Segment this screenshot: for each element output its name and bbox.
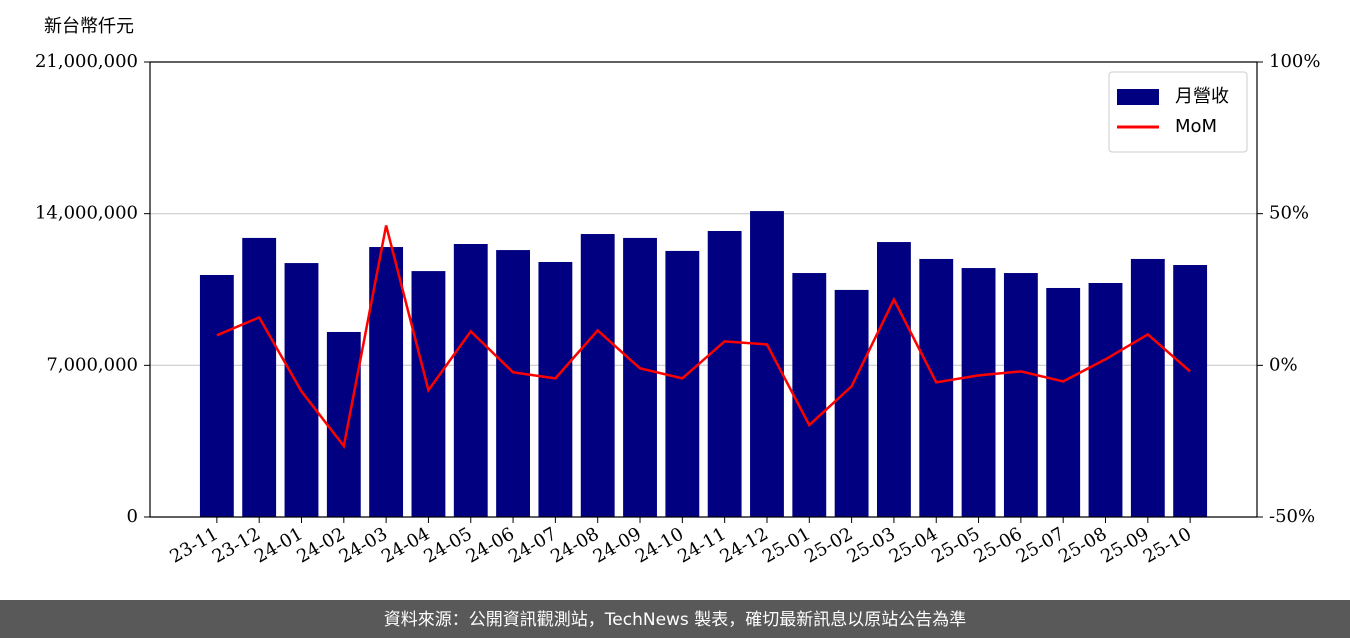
bar — [919, 258, 954, 517]
legend-label: MoM — [1175, 116, 1217, 137]
y2-tick-label: 100% — [1269, 51, 1320, 72]
y-tick-label: 21,000,000 — [35, 51, 138, 72]
y2-tick-label: -50% — [1269, 506, 1315, 527]
legend-box — [1108, 71, 1248, 153]
y-tick-label: 14,000,000 — [35, 203, 138, 224]
bar — [326, 331, 361, 517]
bar — [369, 247, 404, 518]
bar — [199, 274, 234, 517]
bar — [538, 261, 573, 517]
y-tick-label: 0 — [127, 506, 138, 527]
bar — [1173, 265, 1208, 517]
y-tick-label: 7,000,000 — [46, 354, 138, 375]
bar — [876, 242, 911, 518]
source-note: 資料來源：公開資訊觀測站，TechNews 製表，確切最新訊息以原站公告為準 — [384, 610, 966, 630]
bar — [792, 273, 827, 517]
bar — [961, 268, 996, 517]
bar — [834, 289, 869, 517]
bar — [242, 237, 277, 517]
bar — [665, 250, 700, 517]
bar — [580, 234, 615, 518]
bar — [623, 237, 657, 517]
legend-swatch — [1117, 89, 1159, 105]
legend-label: 月營收 — [1175, 86, 1229, 107]
line — [216, 225, 1191, 449]
x-tick-label: 25-10 — [1140, 523, 1195, 567]
bar — [707, 231, 742, 517]
bar — [750, 211, 784, 518]
footer-bar — [0, 600, 1350, 638]
y2-tick-label: 0% — [1269, 354, 1298, 375]
bar — [496, 250, 531, 518]
y-axis-label: 新台幣仟元 — [44, 16, 134, 37]
bar — [411, 271, 446, 517]
plot-frame — [149, 61, 1258, 518]
bar — [1088, 283, 1123, 517]
bar — [1046, 287, 1081, 517]
y2-tick-label: 50% — [1269, 203, 1309, 224]
bar — [453, 244, 488, 517]
bar — [1003, 273, 1038, 517]
bar — [1130, 258, 1165, 517]
